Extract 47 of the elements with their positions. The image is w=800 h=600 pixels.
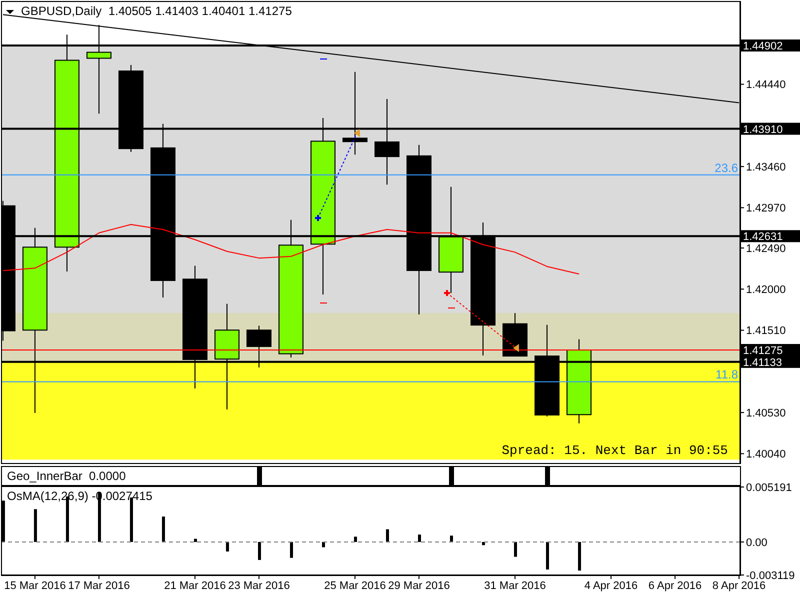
bar [354, 536, 357, 542]
bar [258, 542, 261, 560]
x-tick-label: 29 Mar 2016 [388, 580, 450, 592]
x-tick-label: 17 Mar 2016 [68, 580, 130, 592]
bar [194, 538, 197, 542]
bar [290, 542, 293, 558]
ref-line-label: 1.41275 [743, 344, 783, 357]
x-tick-label: 4 Apr 2016 [584, 580, 638, 592]
x-tick-label: 6 Apr 2016 [648, 580, 702, 592]
annotation: 11.8 [716, 368, 738, 382]
bar [34, 509, 37, 542]
bar [386, 529, 389, 542]
bar [514, 542, 518, 557]
bar [578, 542, 582, 571]
x-tick-label: 23 Mar 2016 [228, 580, 290, 592]
chart-title: GBPUSD,Daily 1.40505 1.41403 1.40401 1.41275 [21, 4, 292, 18]
annotation: 23.6 [714, 160, 738, 175]
ref-line-label: 1.44902 [743, 40, 783, 52]
chart-title: Geo_InnerBar 0.0000 [7, 469, 126, 483]
bar [162, 516, 165, 542]
y-tick-label: 1.44440 [746, 79, 786, 92]
x-tick-label: 21 Mar 2016 [164, 580, 226, 592]
bar [546, 542, 550, 570]
bar [418, 534, 422, 542]
y-tick-label: 0.00 [746, 536, 768, 549]
line-series [2, 224, 580, 275]
y-tick-label: 1.40040 [746, 448, 786, 461]
ref-line-label: 1.42631 [743, 231, 783, 244]
ref-line-label: 1.41133 [743, 356, 782, 369]
x-tick-label: 25 Mar 2016 [324, 580, 386, 592]
x-tick-label: 31 Mar 2016 [484, 580, 546, 592]
x-tick-label: 8 Apr 2016 [712, 580, 766, 592]
y-tick-label: -0.003119 [746, 570, 795, 582]
annotation: Spread: 15. Next Bar in 90:55 [500, 443, 728, 458]
y-tick-label: 1.41510 [746, 325, 786, 338]
y-tick-label: 1.43460 [746, 161, 786, 174]
y-tick-label: 1.42970 [746, 202, 786, 215]
y-tick-label: 1.42490 [746, 242, 786, 255]
bar [226, 542, 229, 552]
bar [322, 542, 325, 548]
y-tick-label: 0.005191 [746, 482, 792, 494]
x-tick-label: 15 Mar 2016 [4, 580, 66, 592]
y-tick-label: 1.40530 [746, 407, 786, 420]
bar [2, 500, 5, 542]
ref-line-label: 1.43910 [743, 124, 783, 136]
bar [450, 536, 454, 542]
y-tick-label: 1.42000 [746, 284, 786, 296]
